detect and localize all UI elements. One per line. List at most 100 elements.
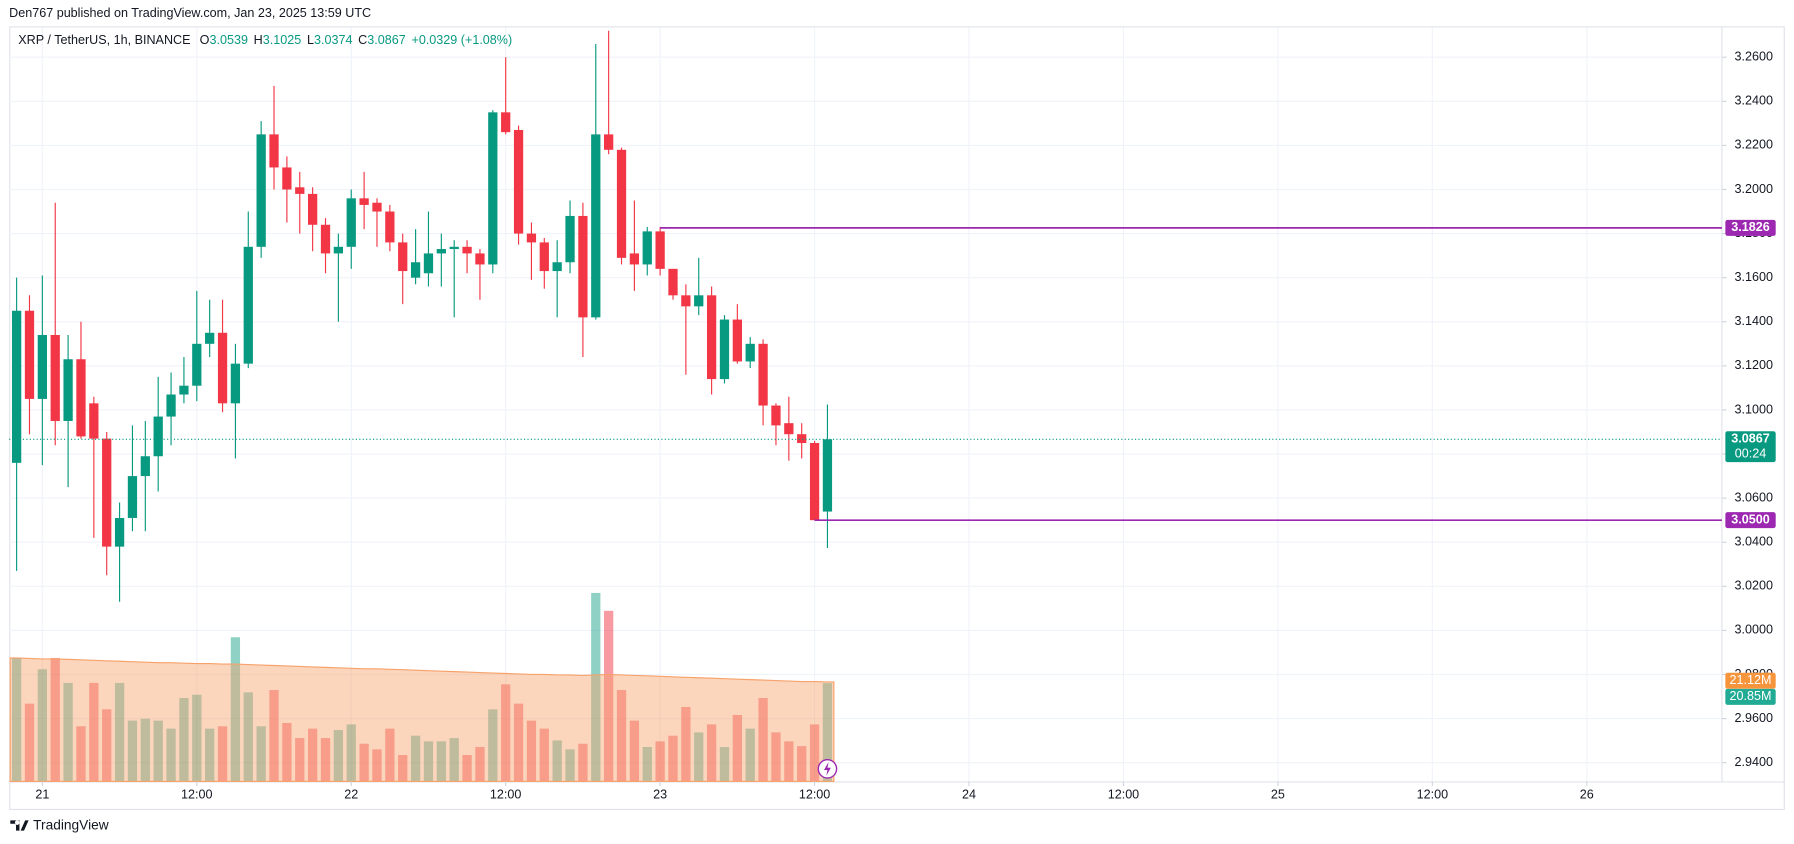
volume-bar xyxy=(436,741,446,782)
volume-bar xyxy=(166,728,176,782)
candle-body xyxy=(745,343,755,362)
legend-value: 3.0867 xyxy=(367,34,405,48)
volume-bar xyxy=(552,740,562,782)
volume-bar xyxy=(565,749,575,782)
candle-body xyxy=(217,332,228,404)
volume-bar xyxy=(205,728,215,782)
volume-bar xyxy=(230,637,241,782)
volume-bar xyxy=(668,735,678,782)
y-tick-label: 3.2200 xyxy=(1735,138,1773,152)
candle-body xyxy=(320,224,331,254)
candle-body xyxy=(758,343,768,406)
candle-body xyxy=(410,262,421,278)
candle-body xyxy=(694,295,704,307)
legend-title: XRP / TetherUS, 1h, BINANCE xyxy=(18,34,190,48)
volume-ma-label-box xyxy=(1725,672,1776,689)
volume-bar xyxy=(694,732,704,782)
x-tick-label: 21 xyxy=(35,787,49,801)
y-tick-label: 3.1200 xyxy=(1735,358,1773,372)
x-tick-label: 24 xyxy=(962,787,976,801)
y-tick-label: 3.2400 xyxy=(1735,94,1773,108)
candle-body xyxy=(230,363,241,404)
x-tick-label: 12:00 xyxy=(1108,787,1139,801)
x-tick-label: 26 xyxy=(1580,787,1594,801)
candle-body xyxy=(295,187,305,194)
candle-body xyxy=(475,253,485,265)
y-tick-label: 2.9400 xyxy=(1735,755,1773,769)
volume-bar xyxy=(192,694,202,782)
candle-body xyxy=(784,423,794,435)
level-label: 3.1826 xyxy=(1731,220,1769,234)
volume-bar xyxy=(269,690,279,782)
volume-bar xyxy=(784,741,794,782)
volume-bar xyxy=(423,741,434,782)
volume-bar xyxy=(76,726,86,782)
volume-bar xyxy=(217,726,228,782)
volume-bar xyxy=(153,720,163,782)
volume-bar xyxy=(50,657,60,782)
legend-change: +0.0329 (+1.08%) xyxy=(411,34,512,48)
candle-body xyxy=(591,134,601,318)
candle-body xyxy=(153,416,163,457)
candle-body xyxy=(37,334,47,399)
x-tick-label: 25 xyxy=(1271,787,1285,801)
candle-body xyxy=(398,242,408,272)
plot-area xyxy=(9,30,835,782)
x-tick-label: 22 xyxy=(344,787,358,801)
candle-body xyxy=(668,268,678,296)
last-price-box xyxy=(1725,431,1776,463)
candle-body xyxy=(89,403,99,439)
volume-bar xyxy=(681,706,691,782)
candle-body xyxy=(243,246,253,364)
overlays: 2.94002.96002.98003.00003.02003.04003.06… xyxy=(9,34,1776,801)
volume-bar xyxy=(89,682,99,782)
volume-bar xyxy=(179,698,189,782)
candle-body xyxy=(501,112,511,133)
candle-body xyxy=(797,434,807,444)
candle-body xyxy=(372,202,382,212)
candle-body xyxy=(578,215,588,318)
level-label-box xyxy=(1725,219,1776,236)
candle-body xyxy=(604,134,614,150)
candle-body xyxy=(462,246,472,254)
legend: XRP / TetherUS, 1h, BINANCE O3.0539 H3.102… xyxy=(18,34,512,48)
candle-body xyxy=(629,253,640,265)
y-tick-label: 3.1400 xyxy=(1735,314,1773,328)
volume-bar xyxy=(114,682,125,782)
volume-bar xyxy=(462,755,472,782)
candle-body xyxy=(11,310,22,463)
countdown-label: 00:24 xyxy=(1735,446,1766,460)
volume-bar xyxy=(385,728,395,782)
volume-bar xyxy=(449,738,459,782)
candle-body xyxy=(127,476,138,518)
volume-bar xyxy=(102,709,112,782)
volume-bar xyxy=(719,747,730,782)
alert-icon xyxy=(824,761,831,776)
candle-body xyxy=(706,295,717,380)
x-tick-label: 23 xyxy=(653,787,667,801)
volume-bar xyxy=(359,743,369,782)
candle-body xyxy=(179,385,189,395)
volume-bar xyxy=(745,728,755,782)
last-price-label: 3.0867 xyxy=(1731,432,1769,446)
volume-bar xyxy=(372,749,382,782)
candle-body xyxy=(616,149,627,258)
x-tick-label: 12:00 xyxy=(490,787,521,801)
volume-bar xyxy=(307,728,318,782)
published-note: Den767 published on TradingView.com, Jan… xyxy=(9,6,371,20)
candle-body xyxy=(282,167,292,190)
y-tick-label: 3.0600 xyxy=(1735,490,1773,504)
candle-body xyxy=(166,394,176,417)
volume-bar xyxy=(822,683,833,782)
legend-value: 3.1025 xyxy=(263,34,301,48)
volume-bar xyxy=(320,738,331,782)
candle-body xyxy=(24,310,35,399)
y-tick-label: 3.1600 xyxy=(1735,270,1773,284)
x-tick-label: 12:00 xyxy=(181,787,212,801)
x-tick-label: 12:00 xyxy=(799,787,830,801)
y-tick-label: 3.2600 xyxy=(1735,50,1773,64)
volume-bar xyxy=(11,657,22,782)
volume-bar xyxy=(37,669,47,782)
